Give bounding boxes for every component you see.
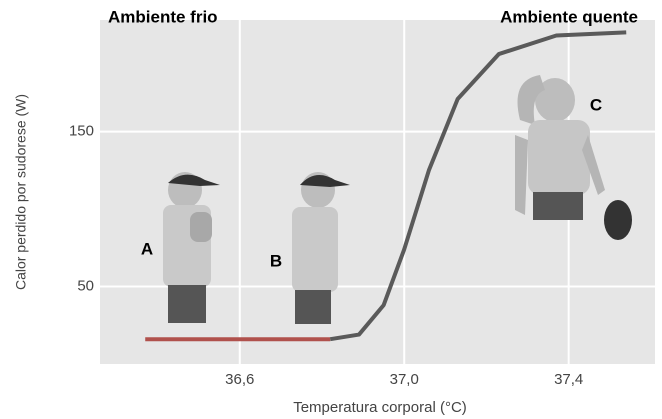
x-tick-label: 37,4 [554,371,583,388]
y-tick-label: 50 [77,277,94,294]
x-tick-label: 37,0 [390,371,419,388]
y-tick-label: 150 [69,123,94,140]
annotation: B [270,251,282,270]
illustrations [163,75,632,324]
annotation: A [141,239,153,258]
figure-c [515,75,632,240]
annotation: Ambiente frio [108,7,218,26]
figure-b [292,172,350,324]
figure-a [163,172,220,323]
x-axis-label: Temperatura corporal (°C) [293,399,467,416]
x-tick-label: 36,6 [225,371,254,388]
line [329,30,627,342]
annotation: C [590,95,602,114]
series [145,30,627,342]
y-axis-label: Calor perdido por sudorese (W) [13,94,29,290]
annotation: Ambiente quente [500,7,638,26]
